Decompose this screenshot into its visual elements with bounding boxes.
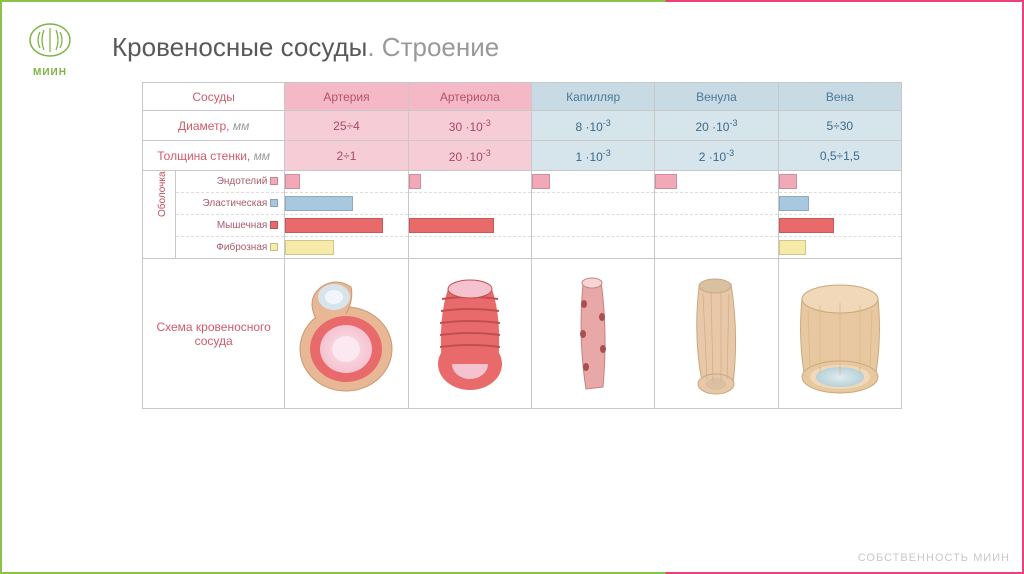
thickness-cell: 2÷1 (285, 141, 408, 171)
bar-cell (655, 215, 778, 237)
vessel-capillary (531, 259, 654, 409)
bar-cell (778, 215, 901, 237)
vessel-arteriole (408, 259, 531, 409)
row-header-thickness: Толщина стенки, мм (143, 141, 285, 171)
bar-cell (285, 215, 408, 237)
vessel-artery (285, 259, 408, 409)
bar-cell (408, 215, 531, 237)
bar-cell (778, 237, 901, 259)
brain-icon (26, 20, 74, 60)
title-sub: Строение (375, 32, 500, 62)
layer-label: Мышечная (176, 215, 285, 237)
bar-cell (408, 171, 531, 193)
bar-cell (285, 237, 408, 259)
logo: МИИН (20, 20, 80, 78)
thickness-cell: 0,5÷1,5 (778, 141, 901, 171)
title-dot: . (367, 32, 374, 62)
logo-text: МИИН (20, 67, 80, 78)
bar-cell (655, 237, 778, 259)
row-header-scheme: Схема кровеносного сосуда (143, 259, 285, 409)
bar-cell (655, 193, 778, 215)
page-title: Кровеносные сосуды. Строение (112, 32, 499, 63)
bar-cell (531, 193, 654, 215)
title-main: Кровеносные сосуды (112, 32, 367, 62)
col-header: Венула (655, 83, 778, 111)
col-header: Артерия (285, 83, 408, 111)
diameter-cell: 5÷30 (778, 111, 901, 141)
thickness-cell: 1 ·10-3 (531, 141, 654, 171)
vessel-table: СосудыАртерияАртериолаКапиллярВенулаВена… (142, 82, 902, 409)
row-header-vessels: Сосуды (143, 83, 285, 111)
diameter-cell: 8 ·10-3 (531, 111, 654, 141)
vessel-vein (778, 259, 901, 409)
bar-cell (531, 171, 654, 193)
col-header: Вена (778, 83, 901, 111)
bar-cell (408, 193, 531, 215)
bar-cell (778, 171, 901, 193)
bar-cell (285, 193, 408, 215)
diameter-cell: 30 ·10-3 (408, 111, 531, 141)
col-header: Капилляр (531, 83, 654, 111)
bar-cell (655, 171, 778, 193)
vessel-venule (655, 259, 778, 409)
col-header: Артериола (408, 83, 531, 111)
watermark: СОБСТВЕННОСТЬ МИИН (858, 552, 1010, 564)
row-header-diameter: Диаметр, мм (143, 111, 285, 141)
bar-cell (531, 215, 654, 237)
thickness-cell: 2 ·10-3 (655, 141, 778, 171)
bar-cell (408, 237, 531, 259)
bar-cell (285, 171, 408, 193)
thickness-cell: 20 ·10-3 (408, 141, 531, 171)
diameter-cell: 25÷4 (285, 111, 408, 141)
diameter-cell: 20 ·10-3 (655, 111, 778, 141)
layer-label: Эластическая (176, 193, 285, 215)
bar-cell (778, 193, 901, 215)
row-header-membrane: Оболочка (143, 171, 176, 259)
layer-label: Фиброзная (176, 237, 285, 259)
layer-label: Эндотелий (176, 171, 285, 193)
bar-cell (531, 237, 654, 259)
